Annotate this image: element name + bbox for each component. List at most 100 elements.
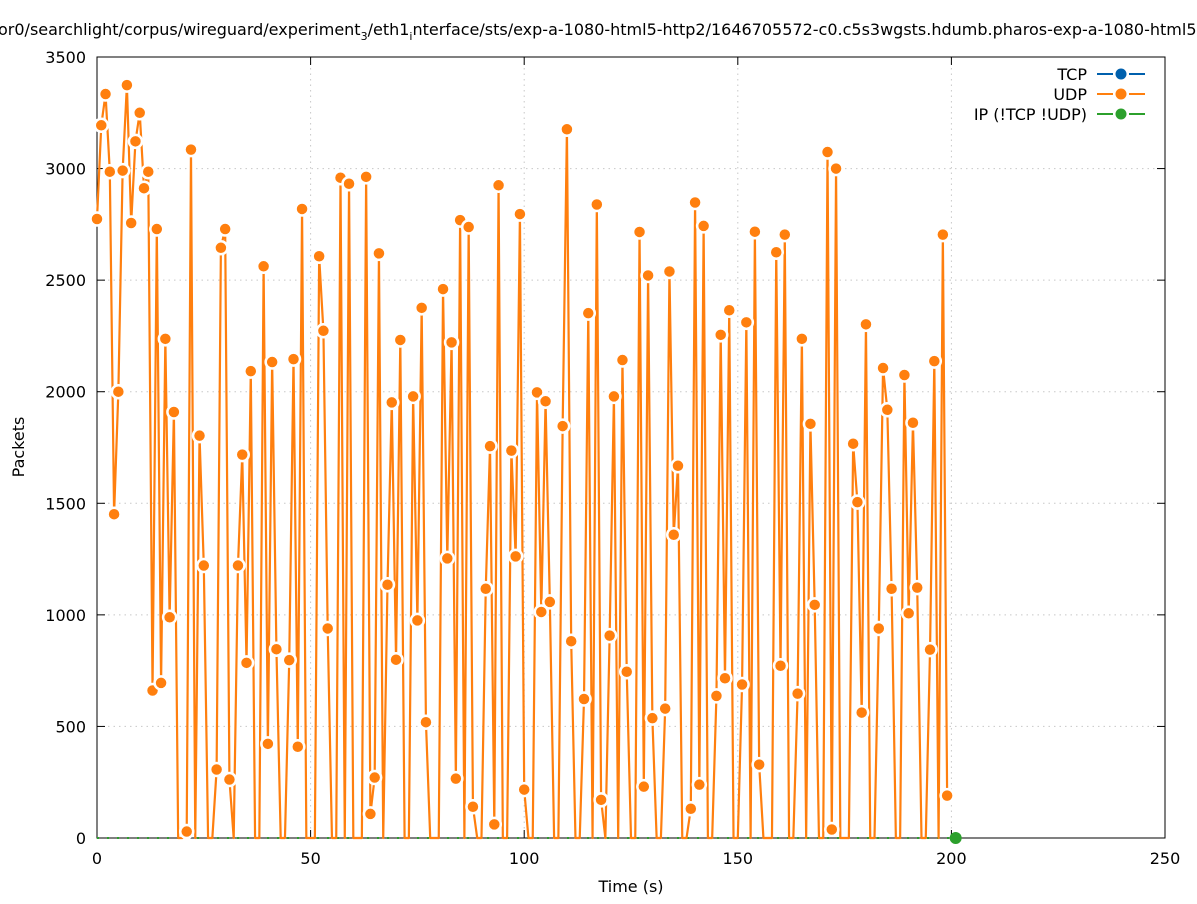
udp-data-point bbox=[576, 691, 592, 707]
udp-data-point bbox=[131, 105, 148, 121]
title-subscript: i bbox=[409, 30, 412, 43]
udp-data-point bbox=[435, 281, 451, 297]
y-tick-label: 500 bbox=[55, 717, 86, 736]
title-segment: nterface/sts/exp-a-1080-html5-http2/1646… bbox=[412, 20, 1196, 39]
udp-data-point bbox=[149, 221, 165, 237]
udp-data-point bbox=[712, 327, 729, 343]
x-tick-label: 50 bbox=[300, 849, 320, 868]
udp-data-point bbox=[926, 353, 943, 369]
udp-data-point bbox=[358, 169, 374, 185]
udp-data-point bbox=[503, 442, 520, 459]
udp-data-point bbox=[196, 557, 212, 574]
udp-data-point bbox=[512, 206, 528, 222]
udp-data-point bbox=[465, 799, 481, 815]
udp-data-point bbox=[285, 351, 302, 367]
udp-data-point bbox=[478, 580, 494, 597]
y-tick-label: 1000 bbox=[45, 606, 86, 625]
udp-data-point bbox=[89, 211, 105, 227]
udp-data-point bbox=[939, 787, 955, 804]
udp-data-point bbox=[879, 402, 896, 418]
udp-data-point bbox=[448, 770, 464, 787]
udp-data-point bbox=[533, 604, 550, 620]
x-tick-label: 0 bbox=[92, 849, 102, 868]
udp-data-point bbox=[384, 394, 400, 411]
udp-data-point bbox=[614, 352, 631, 368]
udp-data-point bbox=[777, 226, 793, 243]
udp-data-point bbox=[294, 201, 310, 217]
udp-data-point bbox=[178, 823, 195, 840]
udp-data-point bbox=[230, 557, 246, 574]
series-layer bbox=[89, 77, 962, 844]
udp-data-point bbox=[290, 738, 306, 755]
udp-data-point bbox=[708, 688, 725, 704]
udp-data-point bbox=[657, 700, 673, 717]
udp-data-point bbox=[516, 781, 532, 798]
udp-data-point bbox=[751, 756, 767, 773]
udp-data-point bbox=[460, 219, 477, 235]
udp-data-point bbox=[554, 418, 571, 434]
udp-data-point bbox=[670, 458, 686, 474]
udp-data-point bbox=[166, 404, 182, 420]
udp-data-point bbox=[721, 302, 738, 319]
udp-data-point bbox=[819, 144, 836, 160]
udp-data-point bbox=[734, 676, 750, 693]
udp-data-point bbox=[106, 506, 122, 522]
udp-data-point bbox=[311, 248, 327, 265]
legend-label: TCP bbox=[1056, 65, 1087, 84]
udp-data-point bbox=[281, 652, 297, 668]
udp-data-point bbox=[631, 224, 648, 240]
udp-data-point bbox=[405, 388, 421, 405]
udp-data-point bbox=[140, 163, 157, 180]
udp-data-point bbox=[319, 620, 336, 637]
y-tick-label: 0 bbox=[76, 829, 86, 848]
udp-data-point bbox=[691, 776, 708, 793]
udp-data-point bbox=[315, 323, 332, 339]
udp-data-point bbox=[661, 263, 678, 280]
udp-data-point bbox=[93, 117, 110, 134]
udp-data-point bbox=[768, 244, 784, 260]
legend-marker bbox=[1115, 108, 1127, 120]
y-tick-label: 2000 bbox=[45, 383, 86, 402]
udp-data-point bbox=[806, 597, 823, 613]
udp-data-point bbox=[123, 215, 139, 231]
udp-data-point bbox=[362, 806, 379, 822]
udp-data-point bbox=[738, 314, 755, 331]
udp-data-point bbox=[875, 360, 891, 376]
y-axis-label: Packets bbox=[9, 417, 28, 478]
y-tick-label: 3500 bbox=[45, 48, 86, 67]
udp-data-point bbox=[238, 655, 255, 671]
udp-data-point bbox=[183, 141, 199, 158]
legend-marker bbox=[1115, 68, 1127, 80]
x-tick-label: 100 bbox=[509, 849, 540, 868]
udp-data-point bbox=[644, 710, 661, 726]
y-tick-label: 1500 bbox=[45, 494, 86, 513]
udp-data-point bbox=[392, 332, 409, 348]
udp-data-point bbox=[153, 675, 169, 691]
udp-data-point bbox=[371, 245, 387, 262]
udp-data-point bbox=[896, 367, 913, 383]
udp-data-point bbox=[824, 821, 840, 838]
udp-data-point bbox=[601, 627, 618, 644]
udp-data-point bbox=[695, 218, 712, 234]
udp-data-point bbox=[589, 196, 605, 213]
udp-data-point bbox=[789, 685, 806, 702]
title-segment: or0/searchlight/corpus/wireguard/experim… bbox=[0, 20, 361, 39]
udp-data-point bbox=[559, 121, 575, 138]
udp-data-point bbox=[119, 77, 135, 93]
udp-series-line bbox=[95, 84, 949, 840]
udp-data-point bbox=[542, 594, 558, 610]
udp-data-point bbox=[110, 383, 127, 400]
udp-data-point bbox=[379, 576, 396, 593]
udp-data-point bbox=[935, 226, 951, 243]
udp-data-point bbox=[717, 670, 733, 686]
udp-data-point bbox=[883, 580, 900, 597]
udp-data-point bbox=[234, 446, 250, 463]
udp-data-point bbox=[409, 612, 426, 629]
udp-data-point bbox=[157, 331, 174, 347]
udp-data-point bbox=[772, 657, 789, 674]
udp-data-point bbox=[114, 162, 131, 179]
udp-data-point bbox=[443, 334, 460, 351]
udp-data-point bbox=[593, 792, 609, 808]
udp-data-point bbox=[529, 384, 545, 401]
